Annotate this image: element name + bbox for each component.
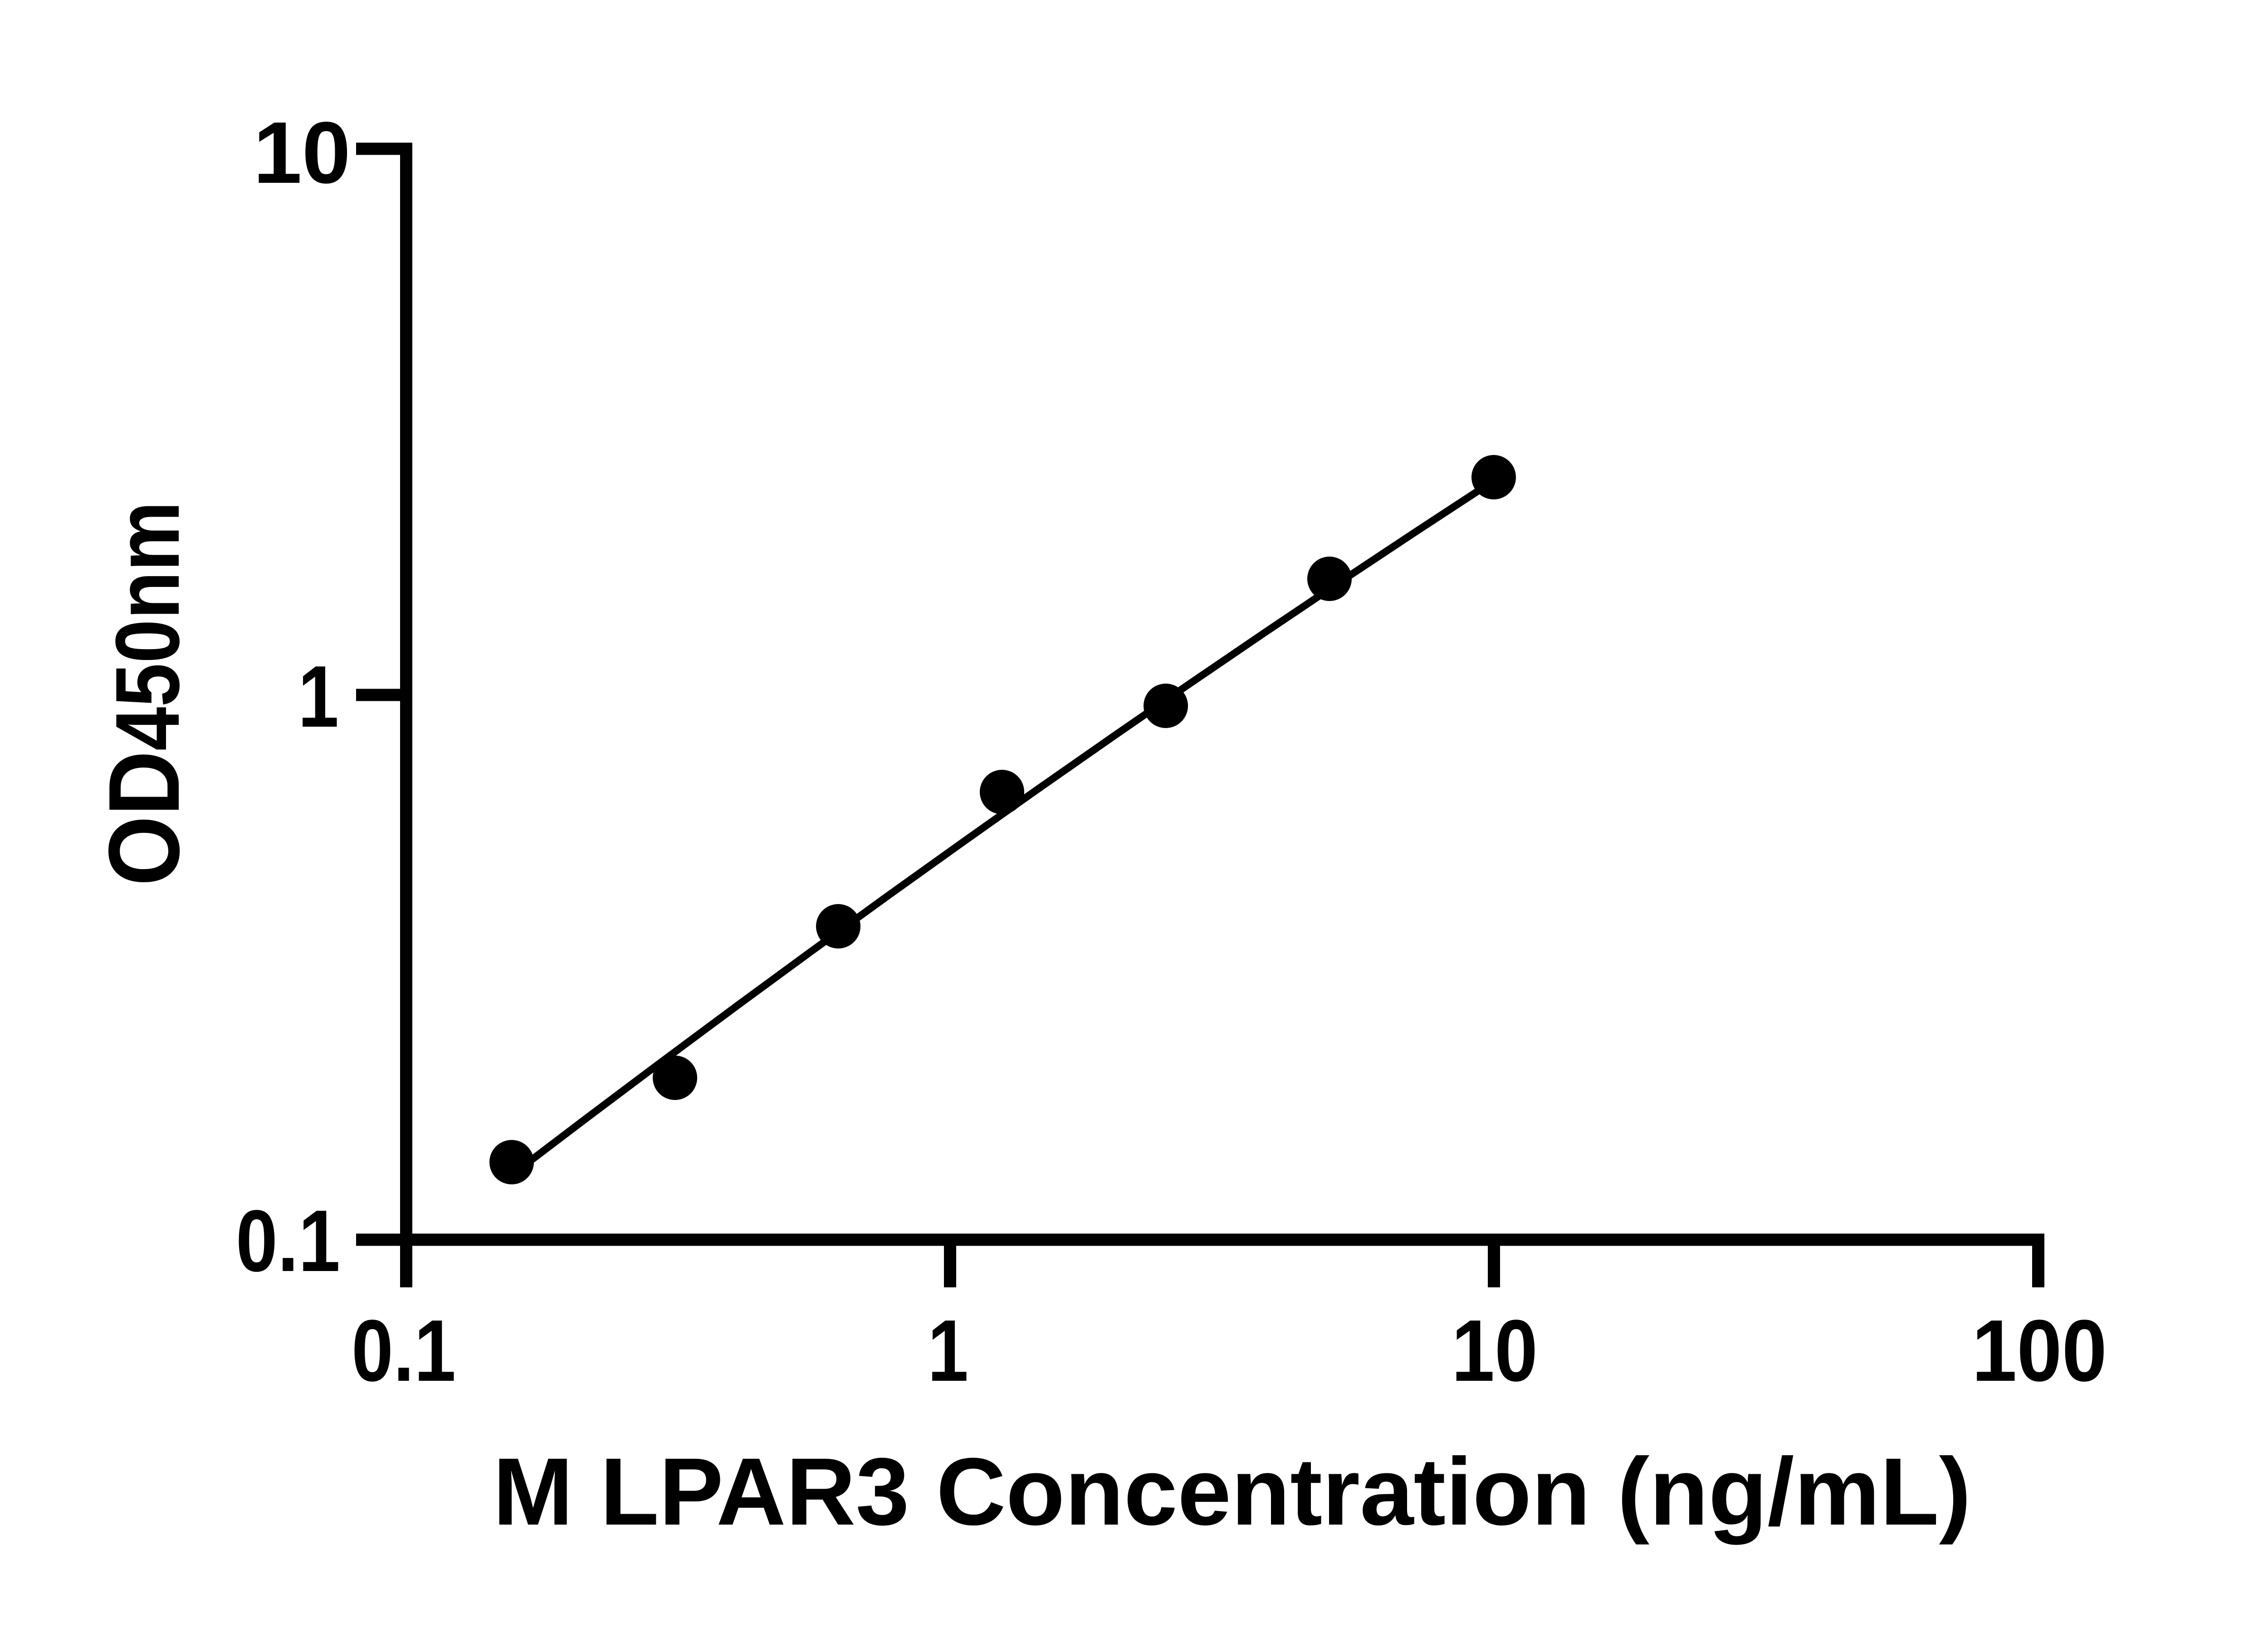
svg-text:10: 10 [253,103,351,201]
svg-text:1: 1 [298,647,339,745]
svg-text:1: 1 [928,1301,968,1399]
svg-text:0.1: 0.1 [352,1301,456,1399]
svg-text:OD450nm: OD450nm [88,501,200,886]
svg-text:100: 100 [1972,1301,2107,1399]
svg-text:0.1: 0.1 [236,1192,340,1290]
svg-text:M LPAR3 Concentration (ng/mL): M LPAR3 Concentration (ng/mL) [493,1438,1971,1545]
svg-text:10: 10 [1452,1301,1538,1399]
